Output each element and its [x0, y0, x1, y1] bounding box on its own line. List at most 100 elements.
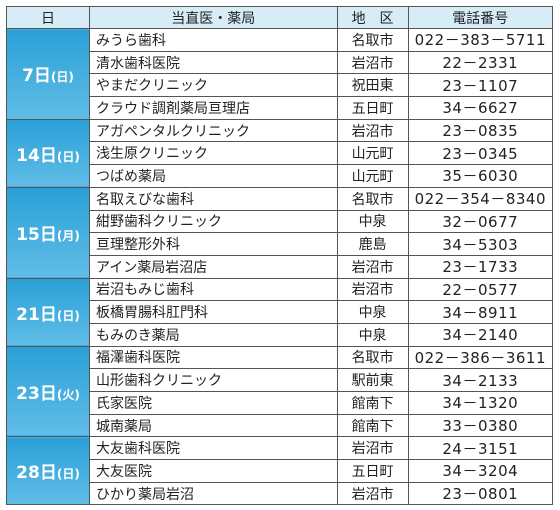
phone-number: 33－0380: [407, 413, 554, 438]
facility-name: 名取えびな歯科: [89, 186, 338, 211]
area: 祝田東: [336, 73, 409, 98]
phone-number: 34－5303: [407, 232, 554, 256]
weekday: (日): [56, 467, 80, 482]
phone-number: 34－3204: [407, 459, 554, 483]
facility-name: アイン薬局岩沼店: [89, 254, 338, 279]
facility-name: 紺野歯科クリニック: [89, 209, 338, 234]
weekday: (日): [56, 149, 80, 164]
phone-number: 22－2331: [407, 50, 554, 75]
table-row: 28日(日) 大友歯科医院 岩沼市 24－3151: [6, 436, 554, 506]
phone-number: 23－0345: [407, 141, 554, 166]
phone-number: 24－3151: [407, 436, 554, 461]
facility-name: もみのき薬局: [89, 322, 338, 347]
area: 名取市: [336, 345, 409, 370]
phone-number: 23－1107: [407, 73, 554, 98]
table-row: 紺野歯科クリニック 中泉 32－0677: [7, 209, 554, 234]
table-row: 城南薬局 館南下 33－0380: [7, 413, 554, 438]
area: 五日町: [336, 459, 409, 483]
table-row: つばめ薬局 山元町 35－6030: [7, 164, 554, 188]
facility-name: 氏家医院: [89, 391, 338, 415]
phone-number: 34－2140: [407, 322, 554, 347]
day: 7日: [22, 66, 51, 87]
table-row: 板橋胃腸科肛門科 中泉 34－8911: [7, 300, 554, 324]
area: 駅前東: [336, 368, 409, 392]
table-row: 23日(火) 福澤歯科医院 名取市 022－386－3611: [6, 345, 554, 438]
area: 館南下: [336, 413, 409, 438]
day: 14日: [16, 145, 57, 166]
facility-name: 大友医院: [89, 459, 338, 483]
header-cell: 日: [6, 6, 90, 29]
date-cell: 14日(日): [6, 118, 90, 188]
phone-number: 32－0677: [407, 209, 554, 234]
area: 岩沼市: [336, 481, 409, 506]
phone-number: 34－2133: [407, 368, 554, 392]
area: 館南下: [336, 391, 409, 415]
area: 山元町: [336, 141, 409, 166]
facility-name: やまだクリニック: [89, 73, 338, 98]
date-cell: 15日(月): [6, 186, 90, 279]
phone-number: 022－383－5711: [407, 28, 554, 52]
area: 名取市: [336, 28, 409, 52]
date-cell: 23日(火): [6, 345, 90, 438]
phone-number: 34－1320: [407, 391, 554, 415]
date-cell: 7日(日): [6, 28, 90, 120]
facility-name: 板橋胃腸科肛門科: [89, 300, 338, 324]
phone-number: 34－8911: [407, 300, 554, 324]
area: 中泉: [336, 322, 409, 347]
header-cell: 当直医・薬局: [89, 6, 338, 29]
day: 23日: [16, 384, 57, 404]
facility-name: クラウド調剤薬局亘理店: [89, 96, 338, 120]
weekday: (火): [56, 388, 80, 402]
facility-name: 大友歯科医院: [89, 436, 338, 461]
facility-name: ひかり薬局岩沼: [89, 481, 338, 506]
table-body: 7日(日) みうら歯科 名取市 022－383－5711 清水歯科医院 岩沼市 22－233…: [6, 28, 554, 506]
table-row: 15日(月) 名取えびな歯科 名取市 022－354－8340: [6, 186, 554, 279]
weekday: (日): [50, 70, 74, 85]
table-row: 14日(日) アガペンタルクリニック 岩沼市 23－0835: [6, 118, 554, 188]
phone-number: 34－6627: [407, 96, 554, 120]
facility-name: アガペンタルクリニック: [89, 118, 338, 143]
area: 岩沼市: [336, 254, 409, 279]
area: 岩沼市: [336, 277, 409, 302]
facility-name: 清水歯科医院: [89, 50, 338, 75]
header-row: 日当直医・薬局地 区電話番号: [6, 6, 554, 29]
table-row: アイン薬局岩沼店 岩沼市 23－1733: [7, 254, 554, 279]
phone-number: 23－0835: [407, 118, 554, 143]
area: 鹿島: [336, 232, 409, 256]
facility-name: つばめ薬局: [89, 164, 338, 188]
weekday: (日): [56, 308, 80, 323]
area: 山元町: [336, 164, 409, 188]
phone-number: 22－0577: [407, 277, 554, 302]
phone-number: 23－0801: [407, 481, 554, 506]
day: 28日: [16, 463, 57, 484]
day: 21日: [16, 304, 57, 325]
table-row: 氏家医院 館南下 34－1320: [7, 391, 554, 415]
phone-number: 022－354－8340: [407, 186, 554, 211]
area: 岩沼市: [336, 50, 409, 75]
facility-name: 福澤歯科医院: [89, 345, 338, 370]
phone-number: 23－1733: [407, 254, 554, 279]
area: 岩沼市: [336, 436, 409, 461]
area: 中泉: [336, 300, 409, 324]
table-row: やまだクリニック 祝田東 23－1107: [7, 73, 554, 98]
header-cell: 地 区: [336, 6, 409, 29]
table-row: 7日(日) みうら歯科 名取市 022－383－5711: [6, 28, 554, 120]
date-cell: 21日(日): [6, 277, 90, 347]
header-cell: 電話番号: [407, 6, 554, 29]
area: 名取市: [336, 186, 409, 211]
weekday: (月): [56, 229, 80, 244]
phone-number: 35－6030: [407, 164, 554, 188]
area: 岩沼市: [336, 118, 409, 143]
facility-name: みうら歯科: [89, 28, 338, 52]
facility-name: 浅生原クリニック: [89, 141, 338, 166]
area: 中泉: [336, 209, 409, 234]
table-row: ひかり薬局岩沼 岩沼市 23－0801: [7, 481, 554, 506]
date-cell: 28日(日): [6, 436, 90, 506]
schedule-table: 日当直医・薬局地 区電話番号 7日(日) みうら歯科 名取市 022－383－5711 清…: [6, 6, 554, 506]
facility-name: 岩沼もみじ歯科: [89, 277, 338, 302]
facility-name: 山形歯科クリニック: [89, 368, 338, 392]
table-row: 亘理整形外科 鹿島 34－5303: [7, 232, 554, 256]
day: 15日: [16, 225, 57, 246]
table-row: 浅生原クリニック 山元町 23－0345: [7, 141, 554, 166]
